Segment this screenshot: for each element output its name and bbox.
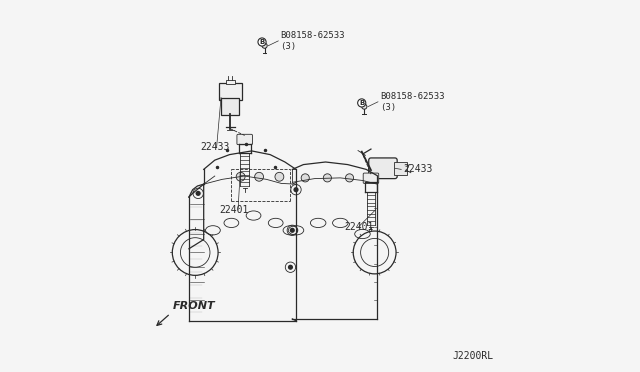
Circle shape — [362, 104, 367, 109]
Circle shape — [258, 38, 266, 46]
Text: 22401: 22401 — [220, 205, 249, 215]
Text: B08158-62533
(3): B08158-62533 (3) — [280, 31, 344, 51]
Text: B: B — [259, 39, 265, 45]
Circle shape — [288, 264, 293, 270]
Circle shape — [323, 174, 332, 182]
Circle shape — [275, 172, 284, 181]
Circle shape — [196, 191, 201, 196]
Circle shape — [301, 174, 309, 182]
Text: 22433: 22433 — [403, 164, 433, 174]
Text: FRONT: FRONT — [172, 301, 215, 311]
FancyBboxPatch shape — [394, 162, 407, 174]
Circle shape — [236, 172, 245, 181]
Circle shape — [293, 187, 299, 192]
FancyBboxPatch shape — [219, 83, 241, 100]
Text: 22433: 22433 — [200, 142, 229, 152]
FancyBboxPatch shape — [221, 99, 239, 115]
Circle shape — [366, 174, 374, 182]
Text: B: B — [359, 100, 364, 106]
Circle shape — [346, 174, 353, 182]
FancyBboxPatch shape — [237, 134, 252, 145]
FancyBboxPatch shape — [363, 173, 379, 183]
FancyBboxPatch shape — [369, 158, 397, 179]
Circle shape — [262, 43, 268, 48]
Circle shape — [358, 99, 366, 107]
Bar — [226, 80, 235, 84]
Text: J2200RL: J2200RL — [452, 352, 493, 361]
Text: 22401: 22401 — [344, 222, 373, 232]
Circle shape — [290, 228, 295, 233]
Circle shape — [255, 172, 264, 181]
Text: B08158-62533
(3): B08158-62533 (3) — [380, 92, 444, 112]
